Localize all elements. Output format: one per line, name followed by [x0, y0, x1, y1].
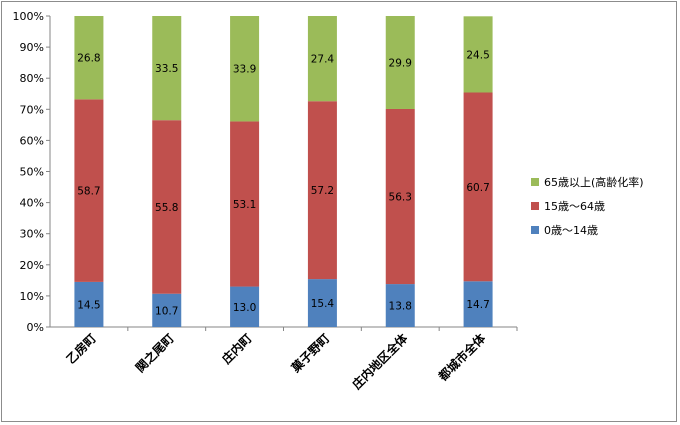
bar-segment: [463, 92, 493, 282]
legend-label: 15歳～64歳: [544, 200, 605, 213]
data-label: 29.9: [389, 57, 412, 69]
y-tick-label: 60%: [20, 134, 44, 147]
y-tick-label: 70%: [20, 103, 44, 116]
bar-segment: [230, 286, 260, 327]
y-tick-label: 0%: [27, 321, 44, 334]
bar-segment: [74, 16, 104, 100]
y-tick-label: 10%: [20, 290, 44, 303]
y-tick-label: 50%: [20, 166, 44, 179]
y-tick-label: 40%: [20, 197, 44, 210]
y-tick-label: 20%: [20, 259, 44, 272]
data-label: 15.4: [311, 298, 335, 310]
bar-segment: [152, 120, 182, 294]
data-label: 55.8: [155, 202, 178, 214]
bar-segment: [385, 284, 415, 327]
bar-segment: [307, 279, 337, 327]
legend-label: 0歳～14歳: [544, 224, 598, 237]
bar-segment: [463, 16, 493, 93]
y-tick-label: 30%: [20, 228, 44, 241]
bar-segment: [385, 108, 415, 285]
bar-segment: [152, 293, 182, 327]
data-label: 57.2: [311, 185, 334, 197]
data-label: 58.7: [77, 186, 100, 198]
data-label: 14.7: [466, 299, 489, 311]
data-label: 14.5: [77, 299, 100, 311]
bar-segment: [230, 121, 260, 287]
data-label: 10.7: [155, 305, 178, 317]
x-category-label: 菓子野町: [287, 331, 332, 376]
bar-segment: [74, 99, 104, 282]
bar-segment: [307, 16, 337, 102]
x-category-label: 都城市全体: [434, 330, 488, 384]
bar-segment: [463, 281, 493, 327]
data-label: 24.5: [466, 49, 489, 61]
data-label: 27.4: [311, 54, 335, 66]
data-label: 13.0: [233, 302, 256, 314]
bar-segment: [152, 16, 182, 121]
y-tick-label: 100%: [13, 10, 44, 23]
data-label: 33.9: [233, 64, 256, 76]
x-category-label: 庄内町: [219, 331, 255, 367]
data-label: 33.5: [155, 63, 178, 75]
legend-swatch: [531, 202, 539, 210]
data-label: 56.3: [389, 192, 412, 204]
data-label: 13.8: [389, 301, 412, 313]
bar-segment: [230, 16, 260, 122]
bar-segment: [385, 16, 415, 109]
data-label: 60.7: [466, 182, 489, 194]
bar-segment: [307, 101, 337, 280]
x-category-label: 乙房町: [63, 331, 99, 367]
legend-label: 65歳以上(高齢化率): [544, 175, 644, 189]
data-label: 53.1: [233, 199, 256, 211]
y-tick-label: 90%: [20, 41, 44, 54]
x-category-label: 関之尾町: [132, 331, 177, 376]
x-category-label: 庄内地区全体: [349, 330, 411, 392]
y-tick-label: 80%: [20, 72, 44, 85]
legend-swatch: [531, 226, 539, 234]
legend-swatch: [531, 178, 539, 186]
data-label: 26.8: [77, 53, 100, 65]
bar-segment: [74, 281, 104, 327]
